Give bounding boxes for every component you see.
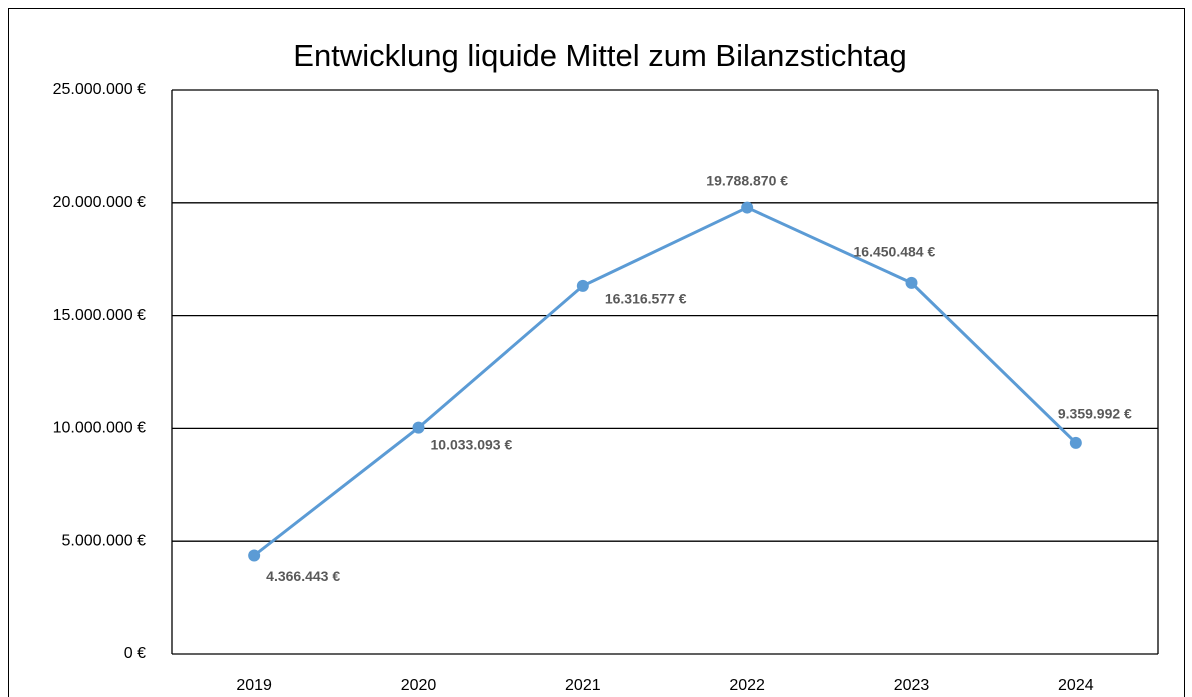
marker: [412, 421, 425, 434]
data-label: 9.359.992 €: [1058, 406, 1132, 422]
data-label: 16.450.484 €: [854, 244, 936, 260]
x-tick-label: 2020: [401, 677, 437, 694]
data-label: 4.366.443 €: [266, 568, 340, 584]
y-tick-label: 0 €: [124, 645, 146, 662]
marker: [741, 201, 754, 214]
marker: [576, 279, 589, 292]
marker: [905, 276, 918, 289]
chart-title: Entwicklung liquide Mittel zum Bilanzsti…: [293, 38, 906, 73]
y-tick-label: 10.000.000 €: [53, 420, 147, 437]
y-tick-label: 20.000.000 €: [53, 194, 147, 211]
x-tick-label: 2024: [1058, 677, 1094, 694]
chart-frame: [8, 8, 1185, 697]
y-tick-label: 15.000.000 €: [53, 307, 147, 324]
data-label: 16.316.577 €: [605, 291, 687, 307]
x-tick-label: 2021: [565, 677, 601, 694]
x-tick-label: 2019: [236, 677, 272, 694]
x-tick-label: 2022: [729, 677, 765, 694]
line: [253, 206, 1077, 557]
y-tick-label: 5.000.000 €: [61, 532, 146, 549]
marker: [1069, 436, 1082, 449]
y-tick-label: 25.000.000 €: [53, 81, 147, 98]
data-label: 19.788.870 €: [706, 172, 788, 188]
data-label: 10.033.093 €: [431, 436, 513, 452]
x-tick-label: 2023: [894, 677, 930, 694]
marker: [248, 549, 261, 562]
